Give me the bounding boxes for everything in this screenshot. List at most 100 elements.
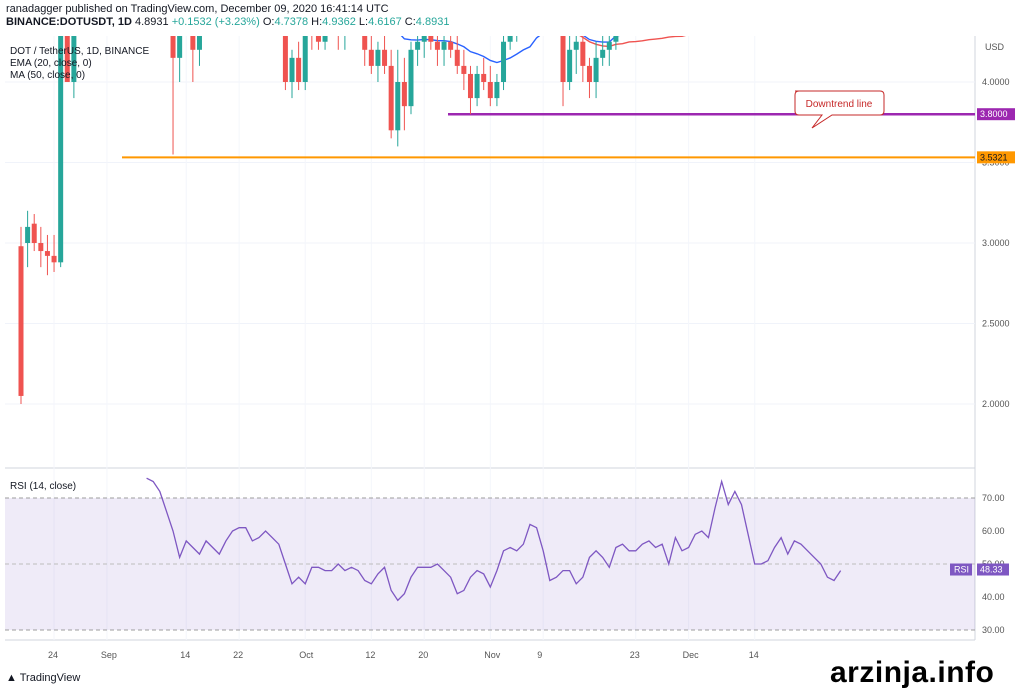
candle-body bbox=[38, 243, 44, 252]
candle-body bbox=[580, 41, 586, 66]
candle-body bbox=[586, 65, 592, 82]
candle-body bbox=[448, 41, 454, 50]
tradingview-logo[interactable]: ▲ TradingView bbox=[6, 672, 81, 684]
candle-body bbox=[388, 65, 394, 131]
time-tick-label: 22 bbox=[233, 650, 243, 660]
candle-body bbox=[481, 73, 487, 82]
annotation-text: Downtrend line bbox=[806, 99, 873, 110]
time-tick-label: 12 bbox=[365, 650, 375, 660]
rsi-value-text: 48.33 bbox=[980, 565, 1003, 575]
candle-body bbox=[461, 65, 467, 74]
candle-body bbox=[289, 57, 295, 82]
low-value: 4.6167 bbox=[368, 16, 402, 28]
candle-body bbox=[302, 36, 308, 82]
support2-label-text: 3.5321 bbox=[980, 152, 1008, 162]
candle-body bbox=[501, 41, 507, 82]
candle-body bbox=[567, 49, 573, 82]
price-tick-label: 2.0000 bbox=[982, 399, 1010, 409]
time-tick-label: 23 bbox=[630, 650, 640, 660]
rsi-tick-label: 30.00 bbox=[982, 625, 1005, 635]
rsi-tick-label: 40.00 bbox=[982, 592, 1005, 602]
price-tick-label: 4.0000 bbox=[982, 77, 1010, 87]
support1-label-text: 3.8000 bbox=[980, 109, 1008, 119]
candle-body bbox=[296, 57, 302, 82]
price-axis-unit: USD bbox=[985, 42, 1005, 52]
candle-body bbox=[606, 41, 612, 50]
candle-body bbox=[401, 82, 407, 107]
time-tick-label: Dec bbox=[683, 650, 700, 660]
candle-body bbox=[560, 36, 566, 83]
time-tick-label: 14 bbox=[180, 650, 190, 660]
candle-body bbox=[454, 49, 460, 66]
candle-body bbox=[18, 246, 24, 396]
candle-body bbox=[58, 36, 64, 263]
support2-label-box bbox=[977, 151, 1015, 164]
change: +0.1532 (+3.23%) bbox=[171, 16, 260, 28]
rsi-tick-label: 70.00 bbox=[982, 493, 1005, 503]
time-tick-label: Nov bbox=[484, 650, 501, 660]
candle-body bbox=[368, 49, 374, 66]
header-bar: ranadagger published on TradingView.com,… bbox=[0, 0, 1024, 28]
rsi-tick-label: 60.00 bbox=[982, 526, 1005, 536]
legend-ema: EMA (20, close, 0) bbox=[10, 58, 92, 69]
candle-body bbox=[44, 251, 50, 256]
candle-body bbox=[25, 226, 31, 243]
candle-body bbox=[441, 41, 447, 50]
candle-body bbox=[282, 36, 288, 83]
rsi-tag bbox=[950, 563, 972, 576]
candle-body bbox=[375, 49, 381, 66]
time-tick-label: 14 bbox=[749, 650, 759, 660]
candle-body bbox=[395, 82, 401, 131]
price-tick-label: 2.5000 bbox=[982, 319, 1010, 329]
watermark: arzinja.info bbox=[830, 656, 995, 689]
tradingview-icon: ▲ bbox=[6, 672, 17, 684]
candle-body bbox=[170, 36, 176, 58]
rsi-value-box bbox=[977, 563, 1009, 576]
candle-body bbox=[177, 36, 183, 58]
candle-body bbox=[613, 36, 619, 42]
price-chart[interactable]: 6.50006.00005.50005.00004.50004.00003.50… bbox=[0, 36, 1024, 670]
time-tick-label: 9 bbox=[537, 650, 542, 660]
candle-body bbox=[467, 73, 473, 99]
support1-label-box bbox=[977, 108, 1015, 121]
legend-title: DOT / TetherUS, 1D, BINANCE bbox=[10, 46, 150, 57]
candle-body bbox=[600, 49, 606, 58]
candle-body bbox=[31, 223, 37, 243]
candle-body bbox=[362, 36, 368, 50]
candle-body bbox=[428, 36, 434, 42]
symbol-line: BINANCE:DOTUSDT, 1D 4.8931 +0.1532 (+3.2… bbox=[6, 16, 450, 28]
rsi-title: RSI (14, close) bbox=[10, 481, 77, 492]
candle-body bbox=[71, 36, 77, 83]
candle-body bbox=[507, 36, 513, 42]
time-tick-label: Oct bbox=[299, 650, 314, 660]
candle-body bbox=[196, 36, 202, 50]
candle-body bbox=[494, 82, 500, 99]
price: 4.8931 bbox=[134, 16, 169, 28]
downtrend-annotation: Downtrend line bbox=[794, 90, 885, 129]
high-value: 4.9362 bbox=[322, 16, 356, 28]
time-tick-label: 20 bbox=[418, 650, 428, 660]
legend-ma: MA (50, close, 0) bbox=[10, 70, 86, 81]
candle-body bbox=[474, 73, 480, 99]
publisher-line: ranadagger published on TradingView.com,… bbox=[6, 3, 389, 15]
candle-body bbox=[593, 57, 599, 82]
close-value: 4.8931 bbox=[415, 16, 450, 28]
candle-body bbox=[408, 49, 414, 107]
rsi-line bbox=[146, 477, 842, 602]
candle-body bbox=[415, 41, 421, 50]
candle-body bbox=[434, 41, 440, 50]
candle-body bbox=[573, 41, 579, 50]
candle-body bbox=[315, 36, 321, 42]
candle-body bbox=[51, 255, 57, 263]
symbol: BINANCE:DOTUSDT, 1D bbox=[6, 16, 132, 28]
price-tick-label: 3.0000 bbox=[982, 238, 1010, 248]
candle-body bbox=[322, 36, 328, 42]
annotation-box bbox=[794, 90, 885, 129]
ma-line bbox=[579, 36, 687, 48]
open-value: 4.7378 bbox=[274, 16, 309, 28]
time-tick-label: Sep bbox=[101, 650, 117, 660]
time-tick-label: 24 bbox=[48, 650, 58, 660]
rsi-tag-text: RSI bbox=[954, 565, 969, 575]
candle-body bbox=[421, 36, 427, 42]
candle-body bbox=[382, 49, 388, 66]
